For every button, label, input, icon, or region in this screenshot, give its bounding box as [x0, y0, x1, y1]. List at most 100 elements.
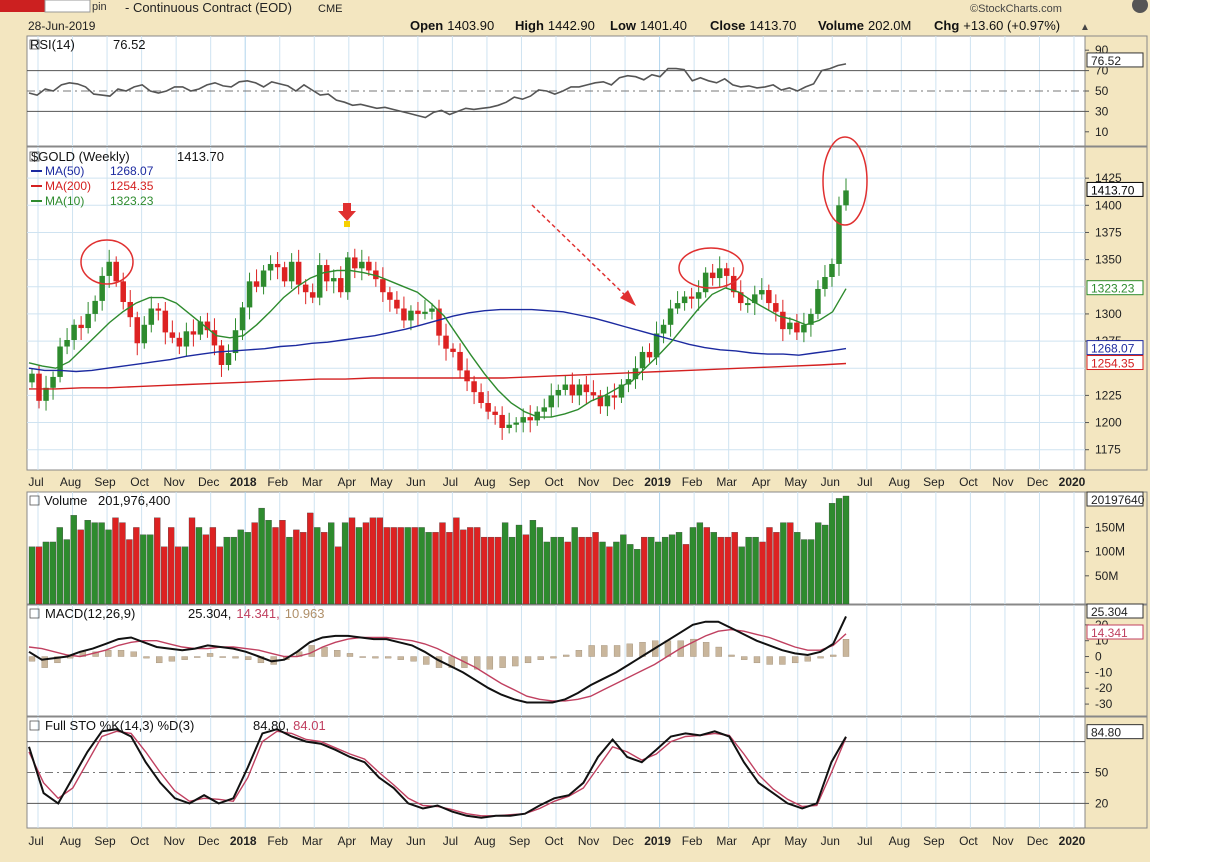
volume-bar — [279, 520, 286, 605]
volume-bar — [362, 522, 370, 605]
y-tick-label: -30 — [1095, 697, 1113, 711]
volume-value: 201,976,400 — [98, 493, 170, 508]
macd-histogram-bar — [423, 656, 430, 665]
stat-2: Low 1401.40 — [610, 18, 687, 33]
volume-bar — [585, 536, 592, 605]
y-tick-label: 1375 — [1095, 225, 1122, 239]
peak-arrow-icon — [338, 203, 356, 221]
candle-body — [597, 395, 604, 407]
volume-bar — [397, 527, 404, 605]
sto-value-1: 84.01 — [293, 718, 326, 733]
candle-body — [232, 330, 239, 354]
stat-label: High — [515, 18, 544, 33]
volume-bar — [230, 536, 237, 605]
macd-histogram-bar — [156, 656, 163, 664]
x-label-top: 2019 — [644, 475, 671, 489]
candle-body — [730, 275, 737, 293]
x-label-top: Dec — [1027, 475, 1048, 489]
candle-body — [64, 340, 70, 347]
y-tick-label: -20 — [1095, 681, 1113, 695]
ma-line-2 — [28, 269, 847, 418]
annotation-circle — [80, 239, 134, 285]
pin-box[interactable] — [44, 0, 91, 13]
candle-body — [302, 284, 309, 293]
volume-bar — [216, 546, 223, 605]
x-label-top: Apr — [752, 475, 771, 489]
macd-axis-value: 25.304 — [1091, 605, 1128, 619]
volume-bar — [91, 522, 98, 605]
stat-value: +13.60 (+0.97%) — [963, 18, 1060, 33]
collapse-icon[interactable]: ▲ — [1080, 22, 1090, 33]
sto-values: 84.80, 84.01 — [253, 718, 326, 733]
macd-histogram-bar — [524, 656, 532, 664]
macd-histogram-bar — [753, 656, 761, 664]
candle-body — [773, 303, 779, 312]
volume-bar — [508, 536, 516, 605]
volume-bar — [348, 517, 356, 605]
rsi-axis-value-box — [1086, 52, 1144, 68]
volume-bar — [265, 520, 272, 605]
candle-body — [155, 308, 162, 311]
volume-bar — [467, 527, 474, 605]
volume-bar — [474, 527, 481, 605]
volume-bar — [119, 522, 126, 605]
chart-date: 28-Jun-2019 — [28, 19, 96, 33]
candle-body — [183, 331, 190, 347]
y-tick-label: 0 — [1095, 650, 1102, 664]
macd-histogram-bar — [804, 656, 811, 662]
volume-bar — [112, 517, 119, 605]
macd-histogram-bar — [397, 656, 404, 660]
macd-signal-axis-value: 14.341 — [1091, 626, 1128, 640]
candle-body — [702, 272, 709, 293]
macd-histogram-bar — [130, 651, 137, 657]
candle-body — [492, 411, 498, 415]
macd-histogram-bar — [588, 645, 595, 657]
candle-body — [471, 381, 477, 393]
volume-axis-value: 20197640 — [1091, 493, 1145, 507]
x-label-bottom: Nov — [578, 834, 599, 848]
candle-body — [78, 324, 84, 329]
stat-value: 1403.90 — [447, 18, 494, 33]
volume-bar — [780, 522, 787, 605]
candle-body — [330, 278, 337, 282]
candle-body — [71, 324, 77, 340]
volume-bar — [801, 539, 808, 605]
volume-bar — [376, 517, 384, 605]
x-label-bottom: Sep — [923, 834, 945, 848]
volume-axis-value-box — [1086, 491, 1144, 507]
price-panel-axis-box — [1084, 146, 1148, 471]
x-label-top: Feb — [267, 475, 288, 489]
price-title: $GOLD (Weekly) — [31, 149, 130, 164]
candle-body — [120, 281, 126, 302]
close-icon[interactable] — [1132, 0, 1148, 13]
volume-bar — [56, 527, 63, 605]
macd-histogram-bar — [372, 656, 379, 659]
candle-body — [239, 307, 246, 331]
candle-body — [408, 310, 414, 321]
candle-body — [387, 292, 393, 300]
volume-bar — [668, 534, 676, 605]
x-label-bottom: Jul — [443, 834, 458, 848]
candle-body — [204, 321, 211, 331]
x-label-top: May — [784, 475, 807, 489]
volume-bar — [501, 522, 509, 605]
x-label-top: 2020 — [1059, 475, 1086, 489]
volume-bar — [613, 541, 620, 605]
stat-label: Chg — [934, 18, 959, 33]
candle-body — [604, 395, 611, 407]
volume-bar — [689, 527, 697, 605]
candle-body — [99, 275, 105, 301]
price-panel-menu-icon — [29, 151, 40, 162]
x-label-top: Sep — [923, 475, 945, 489]
x-label-bottom: Dec — [1027, 834, 1048, 848]
macd-histogram-bar — [613, 645, 621, 657]
stat-3: Close 1413.70 — [710, 18, 796, 33]
candle-body — [646, 351, 653, 358]
volume-bar — [77, 529, 84, 605]
volume-bar — [828, 503, 836, 605]
y-tick-label: 30 — [1095, 104, 1109, 118]
x-label-bottom: Sep — [509, 834, 531, 848]
candle-body — [36, 373, 42, 401]
volume-bar — [453, 517, 460, 605]
volume-bar — [307, 512, 314, 605]
